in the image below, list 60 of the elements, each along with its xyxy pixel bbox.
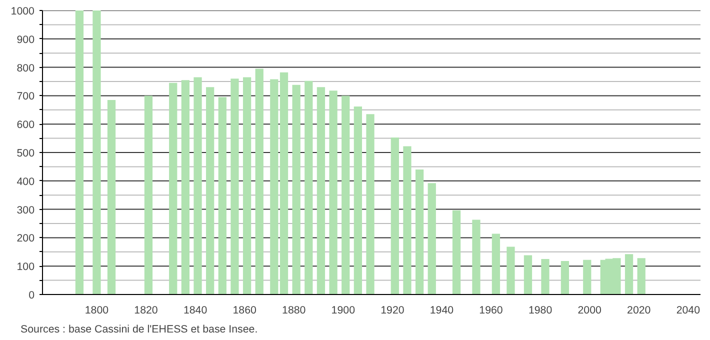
bar: [92, 10, 101, 294]
bar: [524, 255, 532, 294]
bar: [492, 234, 500, 294]
bar: [560, 260, 570, 294]
y-tick-label: 900: [16, 34, 35, 46]
x-tick-label: 2020: [627, 304, 651, 316]
y-tick-label: 800: [16, 62, 35, 74]
x-tick-label: 1880: [282, 304, 306, 316]
bar: [624, 254, 634, 294]
y-tick-label: 600: [16, 119, 35, 132]
x-tick-label: 2000: [578, 304, 602, 316]
bar: [270, 79, 278, 294]
y-tick-label: 400: [16, 176, 35, 188]
x-tick-label: 1900: [331, 304, 356, 316]
bar: [181, 80, 190, 294]
y-tick-label: 700: [16, 90, 35, 103]
bar: [255, 68, 264, 294]
y-tick-label: 100: [16, 261, 35, 274]
y-tick-label: 0: [28, 290, 35, 302]
y-tick-label: 200: [16, 232, 35, 245]
x-tick-label: 1980: [528, 304, 552, 316]
bar: [472, 220, 480, 294]
x-tick-label: 1820: [134, 304, 158, 316]
bar: [354, 106, 362, 294]
bar: [583, 260, 592, 294]
bar: [415, 170, 424, 294]
bar: [206, 87, 214, 294]
bar: [144, 96, 153, 294]
bar: [242, 77, 252, 294]
bar: [428, 183, 436, 294]
bar: [541, 259, 550, 294]
x-tick-label: 1920: [380, 304, 404, 316]
bar: [403, 146, 412, 294]
x-tick-label: 1960: [479, 304, 503, 316]
bar: [304, 80, 313, 294]
y-tick-label: 1000: [10, 6, 35, 18]
bar: [194, 77, 202, 294]
x-tick-label: 1940: [430, 304, 454, 316]
bar: [292, 84, 300, 294]
bar: [329, 90, 338, 294]
y-tick-label: 300: [16, 204, 35, 216]
bar: [316, 87, 326, 294]
y-tick-label: 500: [16, 148, 35, 160]
x-tick-label: 1860: [232, 304, 257, 316]
bar: [637, 258, 646, 294]
bar: [390, 137, 399, 294]
bar: [452, 210, 461, 294]
bar: [280, 72, 288, 294]
x-tick-label: 2040: [676, 304, 700, 316]
x-tick-label: 1800: [84, 304, 109, 316]
x-tick-label: 1840: [183, 304, 208, 316]
bar: [107, 100, 116, 294]
bar: [506, 246, 515, 294]
bar: [366, 114, 374, 294]
bar: [342, 96, 350, 294]
bar: [75, 10, 84, 294]
bar: [230, 78, 239, 294]
bar: [169, 82, 178, 294]
bar: [218, 97, 226, 294]
source-note: Sources : base Cassini de l'EHESS et base Insee.: [20, 324, 258, 336]
